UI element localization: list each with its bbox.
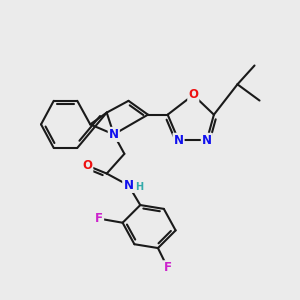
Text: N: N [202,134,212,147]
Text: O: O [188,88,198,101]
Text: H: H [135,182,143,192]
Text: F: F [95,212,103,225]
Text: N: N [124,179,134,192]
Text: O: O [82,159,92,172]
Text: N: N [109,128,119,141]
Text: N: N [124,179,134,192]
Text: N: N [174,134,184,147]
Text: F: F [164,261,172,274]
